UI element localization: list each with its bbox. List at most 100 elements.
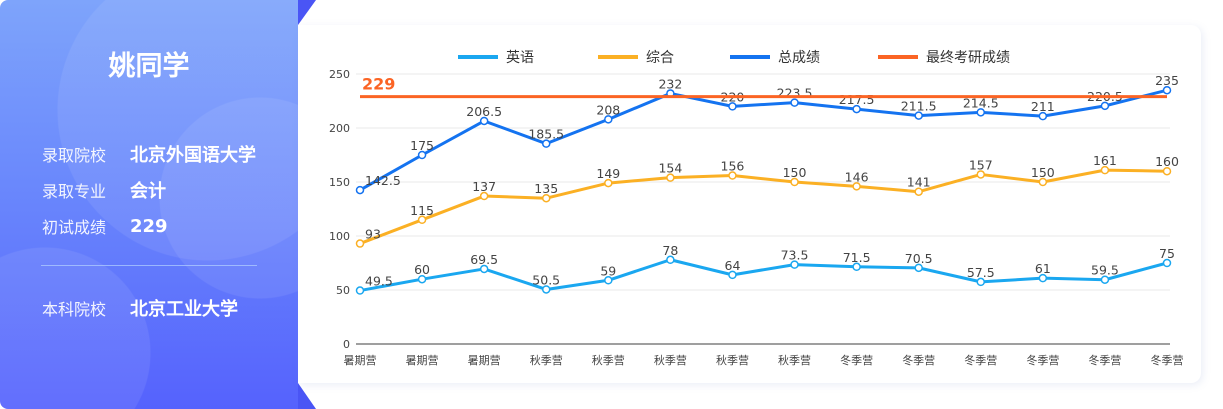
admitted-major-row: 录取专业 会计 <box>42 177 166 203</box>
data-label: 223.5 <box>777 86 813 101</box>
data-label: 69.5 <box>470 252 498 267</box>
data-point <box>1162 166 1172 176</box>
data-point <box>914 263 923 273</box>
y-tick-label: 200 <box>329 122 350 135</box>
student-card: 姚同学 录取院校 北京外国语大学 录取专业 会计 初试成绩 229 本科院校 北… <box>0 0 298 409</box>
data-point <box>728 171 737 180</box>
data-label: 64 <box>725 258 741 273</box>
ribbon-fold-top <box>298 0 316 25</box>
field-label: 录取专业 <box>42 182 107 201</box>
data-label: 70.5 <box>905 251 933 266</box>
data-point <box>479 116 489 126</box>
data-label: 59 <box>600 263 616 278</box>
data-point <box>417 274 427 284</box>
legend-label: 英语 <box>506 49 534 66</box>
legend-label: 总成绩 <box>778 50 820 66</box>
data-point <box>666 173 675 182</box>
data-label: 75 <box>1159 246 1175 261</box>
x-tick-label: 冬季营 <box>1026 353 1059 367</box>
legend-label: 综合 <box>646 50 674 66</box>
data-label: 206.5 <box>466 104 502 119</box>
data-label: 93 <box>365 227 381 242</box>
y-tick-label: 100 <box>329 230 350 243</box>
data-label: 211.5 <box>901 99 937 114</box>
data-label: 235 <box>1155 73 1179 88</box>
x-tick-label: 冬季营 <box>1088 353 1121 367</box>
y-tick-label: 250 <box>329 68 350 81</box>
data-point <box>852 182 861 191</box>
data-label: 150 <box>783 165 807 180</box>
data-point <box>852 262 861 272</box>
data-point <box>355 185 365 195</box>
data-point <box>1038 273 1048 283</box>
data-label: 149 <box>596 166 620 181</box>
data-point <box>914 111 923 120</box>
data-point <box>541 285 551 294</box>
legend-label: 最终考研成绩 <box>926 50 1010 66</box>
data-point <box>1100 165 1110 175</box>
data-point <box>417 215 427 225</box>
data-point <box>914 187 923 196</box>
data-point <box>604 276 613 285</box>
chart-card <box>298 25 1201 383</box>
data-point <box>666 255 675 265</box>
field-label: 本科院校 <box>42 300 107 319</box>
field-value: 会计 <box>130 181 166 202</box>
field-value: 北京外国语大学 <box>130 145 256 166</box>
field-label: 初试成绩 <box>42 218 107 237</box>
x-tick-label: 秋季营 <box>530 353 563 367</box>
field-value: 229 <box>130 215 168 237</box>
data-point <box>1100 275 1110 284</box>
data-point <box>541 193 551 203</box>
divider <box>41 265 257 266</box>
target-score-label: 229 <box>362 75 395 94</box>
data-point <box>604 178 613 188</box>
undergrad-school-row: 本科院校 北京工业大学 <box>42 295 238 321</box>
data-point <box>479 191 489 201</box>
y-tick-label: 50 <box>336 284 350 297</box>
data-label: 154 <box>658 161 682 176</box>
data-point <box>790 260 799 269</box>
y-tick-label: 0 <box>343 338 350 351</box>
x-tick-label: 暑期营 <box>406 353 439 367</box>
data-label: 142.5 <box>365 173 401 188</box>
data-label: 78 <box>662 243 678 258</box>
data-label: 59.5 <box>1091 263 1119 278</box>
data-point <box>355 239 365 248</box>
y-tick-label: 150 <box>329 176 350 189</box>
series-line <box>359 88 1168 192</box>
data-label: 150 <box>1031 165 1055 180</box>
data-label: 137 <box>472 179 496 194</box>
field-value: 北京工业大学 <box>130 299 238 320</box>
x-tick-label: 秋季营 <box>778 353 811 367</box>
data-label: 214.5 <box>963 95 999 110</box>
x-tick-label: 冬季营 <box>902 353 935 367</box>
x-tick-label: 暑期营 <box>344 353 377 367</box>
data-point <box>976 108 986 117</box>
x-tick-label: 冬季营 <box>1151 353 1184 367</box>
data-point <box>1162 258 1172 268</box>
x-tick-label: 秋季营 <box>592 353 625 367</box>
admitted-school-row: 录取院校 北京外国语大学 <box>42 141 256 167</box>
data-point <box>541 139 551 148</box>
data-point <box>852 104 861 114</box>
data-label: 217.5 <box>839 92 875 107</box>
data-label: 71.5 <box>843 250 871 265</box>
data-label: 156 <box>721 159 745 174</box>
data-point <box>976 170 986 179</box>
series-line <box>359 168 1168 245</box>
data-label: 49.5 <box>365 274 393 289</box>
data-label: 208 <box>596 102 620 117</box>
data-label: 160 <box>1155 154 1179 169</box>
data-label: 175 <box>410 138 434 153</box>
data-point <box>1038 111 1048 121</box>
data-label: 61 <box>1035 261 1051 276</box>
data-label: 157 <box>969 157 993 172</box>
data-point <box>790 177 799 187</box>
ribbon-fold-bottom <box>298 383 316 409</box>
data-point <box>355 286 365 295</box>
data-point <box>604 115 613 124</box>
data-point <box>728 270 737 280</box>
exam-score-row: 初试成绩 229 <box>42 214 168 238</box>
